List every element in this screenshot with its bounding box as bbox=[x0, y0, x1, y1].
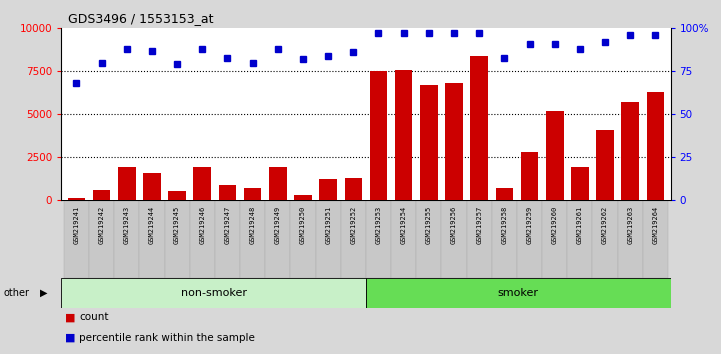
Bar bbox=[596, 130, 614, 200]
Bar bbox=[391, 200, 416, 278]
Text: GSM219258: GSM219258 bbox=[501, 206, 508, 245]
Bar bbox=[118, 167, 136, 200]
Text: GSM219261: GSM219261 bbox=[577, 206, 583, 245]
Text: ■: ■ bbox=[65, 332, 76, 343]
Bar bbox=[294, 195, 311, 200]
Text: GSM219253: GSM219253 bbox=[376, 206, 381, 245]
Text: GSM219247: GSM219247 bbox=[224, 206, 231, 245]
Bar bbox=[190, 200, 215, 278]
Bar bbox=[114, 200, 139, 278]
Text: GSM219257: GSM219257 bbox=[476, 206, 482, 245]
Bar bbox=[567, 200, 593, 278]
Bar bbox=[244, 188, 262, 200]
Bar bbox=[316, 200, 341, 278]
Bar bbox=[517, 200, 542, 278]
Bar bbox=[420, 85, 438, 200]
Text: smoker: smoker bbox=[497, 288, 539, 298]
Text: GSM219260: GSM219260 bbox=[552, 206, 558, 245]
Text: GSM219254: GSM219254 bbox=[401, 206, 407, 245]
Text: GSM219255: GSM219255 bbox=[426, 206, 432, 245]
Bar bbox=[193, 166, 211, 200]
Text: GSM219259: GSM219259 bbox=[526, 206, 533, 245]
Bar bbox=[139, 200, 164, 278]
Text: GSM219244: GSM219244 bbox=[149, 206, 155, 245]
Text: GSM219263: GSM219263 bbox=[627, 206, 633, 245]
Bar bbox=[269, 166, 287, 200]
Bar bbox=[215, 200, 240, 278]
Bar bbox=[542, 200, 567, 278]
Text: GSM219264: GSM219264 bbox=[653, 206, 658, 245]
Bar bbox=[168, 192, 186, 200]
Text: GSM219242: GSM219242 bbox=[99, 206, 105, 245]
Text: non-smoker: non-smoker bbox=[180, 288, 247, 298]
Text: percentile rank within the sample: percentile rank within the sample bbox=[79, 332, 255, 343]
Bar bbox=[63, 200, 89, 278]
Text: GSM219250: GSM219250 bbox=[300, 206, 306, 245]
Text: GSM219248: GSM219248 bbox=[249, 206, 256, 245]
Bar bbox=[143, 172, 161, 200]
Bar bbox=[61, 278, 366, 308]
Bar bbox=[93, 190, 110, 200]
Text: GSM219249: GSM219249 bbox=[275, 206, 280, 245]
Bar bbox=[291, 200, 316, 278]
Bar bbox=[319, 179, 337, 200]
Text: GSM219245: GSM219245 bbox=[174, 206, 180, 245]
Bar bbox=[164, 200, 190, 278]
Bar bbox=[240, 200, 265, 278]
Text: GSM219246: GSM219246 bbox=[199, 206, 205, 245]
Bar bbox=[89, 200, 114, 278]
Bar bbox=[68, 198, 85, 200]
Bar bbox=[370, 71, 387, 200]
Bar bbox=[546, 111, 564, 200]
Bar bbox=[395, 69, 412, 200]
Bar bbox=[341, 200, 366, 278]
Bar bbox=[416, 200, 441, 278]
Bar bbox=[470, 56, 488, 200]
Bar bbox=[495, 188, 513, 200]
Bar bbox=[366, 200, 391, 278]
Text: other: other bbox=[4, 288, 30, 298]
Bar bbox=[441, 200, 466, 278]
Bar bbox=[521, 152, 539, 200]
Text: ■: ■ bbox=[65, 312, 76, 322]
Bar bbox=[647, 92, 664, 200]
Bar bbox=[492, 200, 517, 278]
Bar bbox=[622, 102, 639, 200]
Text: ▶: ▶ bbox=[40, 288, 47, 298]
Bar bbox=[345, 178, 362, 200]
Bar bbox=[366, 278, 671, 308]
Bar bbox=[466, 200, 492, 278]
Bar bbox=[218, 184, 236, 200]
Bar bbox=[571, 167, 589, 200]
Text: count: count bbox=[79, 312, 109, 322]
Text: GSM219243: GSM219243 bbox=[124, 206, 130, 245]
Bar bbox=[593, 200, 618, 278]
Text: GSM219252: GSM219252 bbox=[350, 206, 356, 245]
Text: GDS3496 / 1553153_at: GDS3496 / 1553153_at bbox=[68, 12, 214, 25]
Bar bbox=[265, 200, 291, 278]
Text: GSM219262: GSM219262 bbox=[602, 206, 608, 245]
Text: GSM219256: GSM219256 bbox=[451, 206, 457, 245]
Bar bbox=[618, 200, 643, 278]
Bar bbox=[445, 83, 463, 200]
Text: GSM219241: GSM219241 bbox=[74, 206, 79, 245]
Text: GSM219251: GSM219251 bbox=[325, 206, 331, 245]
Bar bbox=[643, 200, 668, 278]
